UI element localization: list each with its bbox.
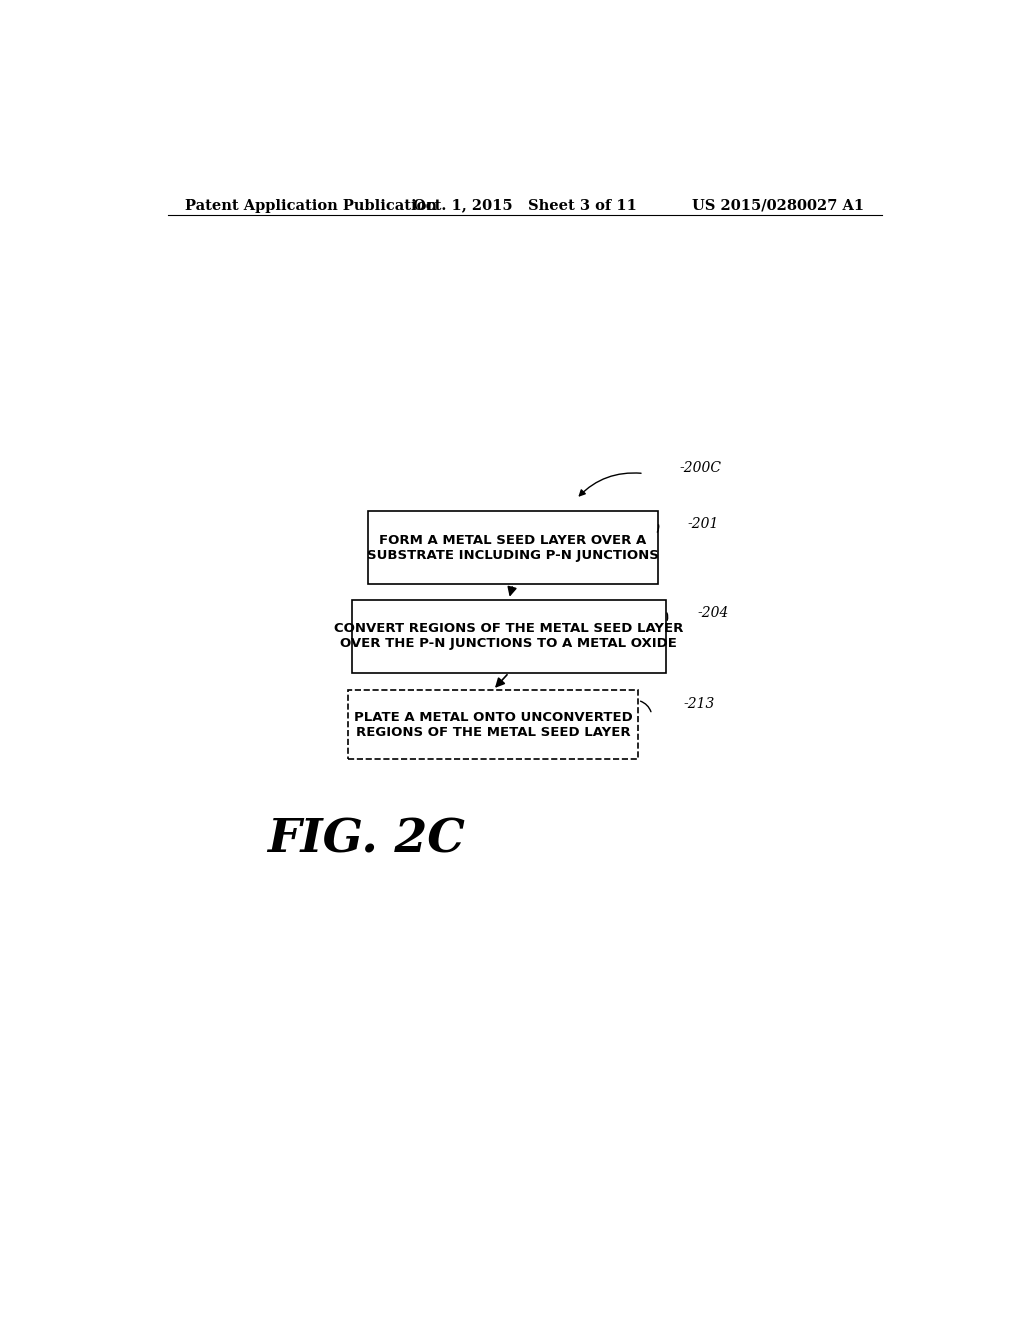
Text: -201: -201 <box>687 517 719 532</box>
Text: FIG. 2C: FIG. 2C <box>267 816 465 862</box>
Text: PLATE A METAL ONTO UNCONVERTED
REGIONS OF THE METAL SEED LAYER: PLATE A METAL ONTO UNCONVERTED REGIONS O… <box>353 710 633 738</box>
Text: Patent Application Publication: Patent Application Publication <box>185 199 437 213</box>
Text: CONVERT REGIONS OF THE METAL SEED LAYER
OVER THE P-N JUNCTIONS TO A METAL OXIDE: CONVERT REGIONS OF THE METAL SEED LAYER … <box>334 622 684 651</box>
Text: -204: -204 <box>697 606 729 619</box>
Text: -213: -213 <box>684 697 715 711</box>
Text: FORM A METAL SEED LAYER OVER A
SUBSTRATE INCLUDING P-N JUNCTIONS: FORM A METAL SEED LAYER OVER A SUBSTRATE… <box>367 533 658 562</box>
Text: US 2015/0280027 A1: US 2015/0280027 A1 <box>692 199 864 213</box>
Text: Oct. 1, 2015   Sheet 3 of 11: Oct. 1, 2015 Sheet 3 of 11 <box>413 199 637 213</box>
Bar <box>352 599 666 673</box>
Bar <box>348 690 638 759</box>
Bar <box>368 511 657 585</box>
Text: -200C: -200C <box>680 462 722 475</box>
